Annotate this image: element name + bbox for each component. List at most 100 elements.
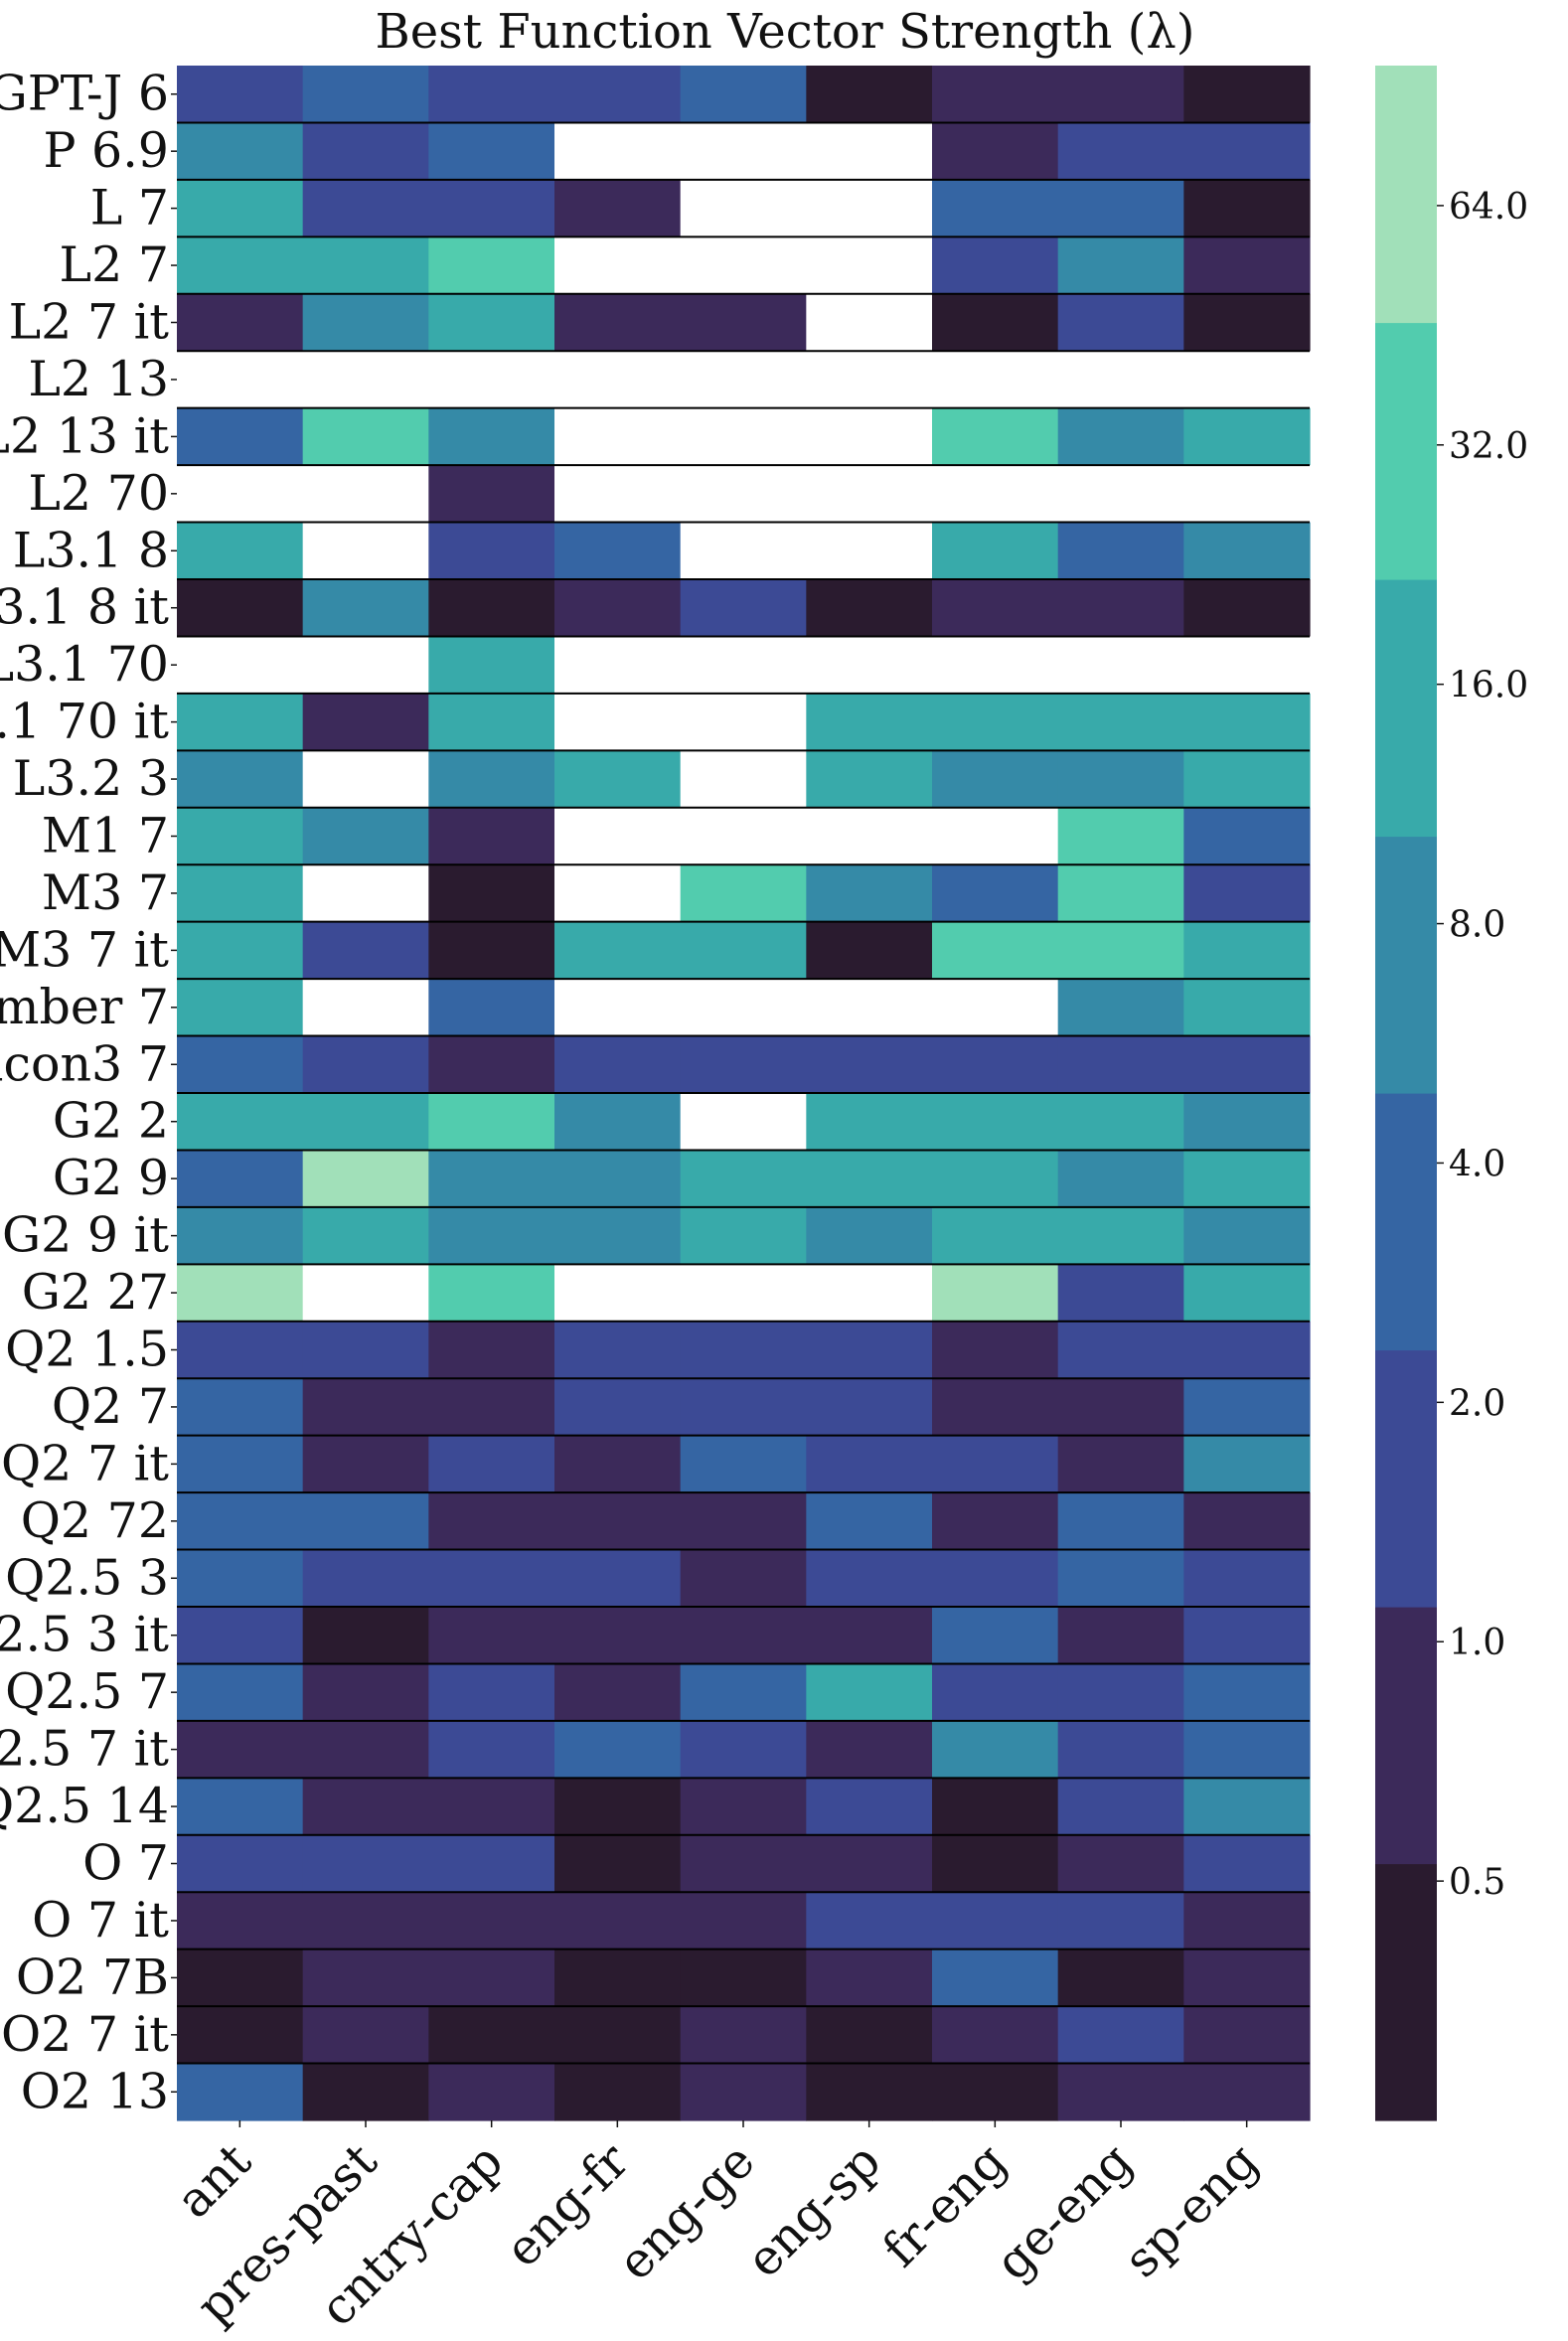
heatmap-cell <box>554 1321 682 1379</box>
heatmap-cell <box>302 979 429 1037</box>
heatmap-cell <box>302 1492 429 1551</box>
heatmap-cell <box>1057 1264 1184 1323</box>
heatmap-cell <box>680 1150 807 1208</box>
heatmap-cell <box>1057 1321 1184 1379</box>
heatmap-cell <box>806 1321 933 1379</box>
heatmap-cell <box>177 1435 304 1493</box>
row-label: L2 13 it <box>0 407 169 464</box>
heatmap-cell <box>177 1150 304 1208</box>
heatmap-cell <box>554 807 682 865</box>
heatmap-cell <box>680 1892 807 1951</box>
colorbar-bin <box>1375 322 1437 580</box>
heatmap-cell <box>932 921 1059 980</box>
heatmap-cell <box>932 1321 1059 1379</box>
row-label: O 7 <box>82 1835 169 1892</box>
heatmap-cell <box>428 1492 555 1551</box>
heatmap-cell <box>1183 522 1311 580</box>
heatmap-cell <box>428 579 555 638</box>
heatmap-cell <box>554 2063 682 2121</box>
heatmap-cell <box>1183 351 1311 409</box>
heatmap-cell <box>1183 1607 1311 1665</box>
colorbar: 0.5 1.0 2.0 4.0 8.0 16.0 32.0 64.0 <box>1375 66 1528 2121</box>
heatmap-cell <box>554 636 682 695</box>
heatmap-cell <box>1057 1206 1184 1265</box>
heatmap-cell <box>302 1264 429 1323</box>
heatmap-cell <box>428 1720 555 1779</box>
colorbar-tick-label: 4.0 <box>1449 1144 1505 1184</box>
heatmap-cell <box>302 293 429 352</box>
heatmap-cell <box>806 979 933 1037</box>
heatmap-cell <box>680 1093 807 1152</box>
row-label: O2 13 <box>21 2063 169 2119</box>
heatmap-cell <box>806 1834 933 1893</box>
heatmap-cell <box>428 1435 555 1493</box>
heatmap-cell <box>177 1892 304 1951</box>
heatmap-cell <box>554 293 682 352</box>
heatmap-cell <box>428 1778 555 1836</box>
heatmap-cell <box>680 1720 807 1779</box>
heatmap-cell <box>1057 1035 1184 1094</box>
heatmap-cell <box>680 1264 807 1323</box>
row-label: G2 27 <box>22 1264 169 1321</box>
heatmap-cell <box>554 693 682 751</box>
heatmap-cell <box>806 579 933 638</box>
heatmap-cell <box>932 1035 1059 1094</box>
row-label: Q2 1.5 <box>5 1322 169 1378</box>
heatmap-cell <box>177 66 304 124</box>
row-label: G2 2 <box>53 1093 169 1150</box>
heatmap-cell <box>1183 921 1311 980</box>
heatmap-cell <box>1183 1663 1311 1722</box>
heatmap-cell <box>1057 750 1184 809</box>
heatmap-cell <box>302 636 429 695</box>
heatmap-cell <box>806 293 933 352</box>
heatmap-cell <box>302 66 429 124</box>
heatmap-cell <box>1057 864 1184 923</box>
heatmap-cell <box>932 693 1059 751</box>
heatmap-cell <box>1183 1321 1311 1379</box>
heatmap-cell <box>177 1834 304 1893</box>
heatmap-cell <box>554 1663 682 1722</box>
row-label: Q2 7 <box>52 1378 169 1435</box>
heatmap-cell <box>932 807 1059 865</box>
heatmap-cell <box>932 579 1059 638</box>
heatmap-cell <box>177 979 304 1037</box>
heatmap-cell <box>1183 1949 1311 2007</box>
heatmap-cell <box>932 293 1059 352</box>
heatmap-cell <box>806 2006 933 2065</box>
heatmap-cell <box>428 351 555 409</box>
row-label: M3 7 it <box>0 921 169 978</box>
heatmap-cell <box>428 1150 555 1208</box>
heatmap-cell <box>680 351 807 409</box>
heatmap-cell <box>554 1720 682 1779</box>
heatmap-cell <box>177 1492 304 1551</box>
heatmap-cell <box>554 1435 682 1493</box>
row-label: Q2.5 3 it <box>0 1607 169 1663</box>
colorbar-bin <box>1375 836 1437 1094</box>
heatmap-cell <box>1183 1264 1311 1323</box>
heatmap-cell <box>680 1492 807 1551</box>
row-label: L2 7 <box>60 236 169 293</box>
heatmap-cell <box>302 407 429 466</box>
row-label: L2 70 <box>28 465 169 522</box>
heatmap-cell <box>1183 66 1311 124</box>
heatmap-cell <box>428 236 555 295</box>
heatmap-cell <box>680 1035 807 1094</box>
heatmap-cell <box>680 1549 807 1608</box>
colorbar-tick-label: 64.0 <box>1449 187 1528 228</box>
heatmap-cell <box>428 407 555 466</box>
heatmap-cell <box>177 351 304 409</box>
heatmap-cell <box>1183 1378 1311 1437</box>
heatmap-cell <box>680 693 807 751</box>
heatmap-cell <box>1057 1093 1184 1152</box>
heatmap-cell <box>1057 1607 1184 1665</box>
column-label: eng-ge <box>607 2132 766 2291</box>
heatmap-cell <box>806 465 933 524</box>
heatmap-cell <box>1183 236 1311 295</box>
heatmap-cell <box>806 636 933 695</box>
heatmap-cell <box>177 750 304 809</box>
heatmap-cell <box>932 465 1059 524</box>
heatmap-cell <box>932 1435 1059 1493</box>
heatmap-cell <box>302 1549 429 1608</box>
row-label: O2 7 it <box>1 2006 169 2063</box>
heatmap-cell <box>428 2063 555 2121</box>
